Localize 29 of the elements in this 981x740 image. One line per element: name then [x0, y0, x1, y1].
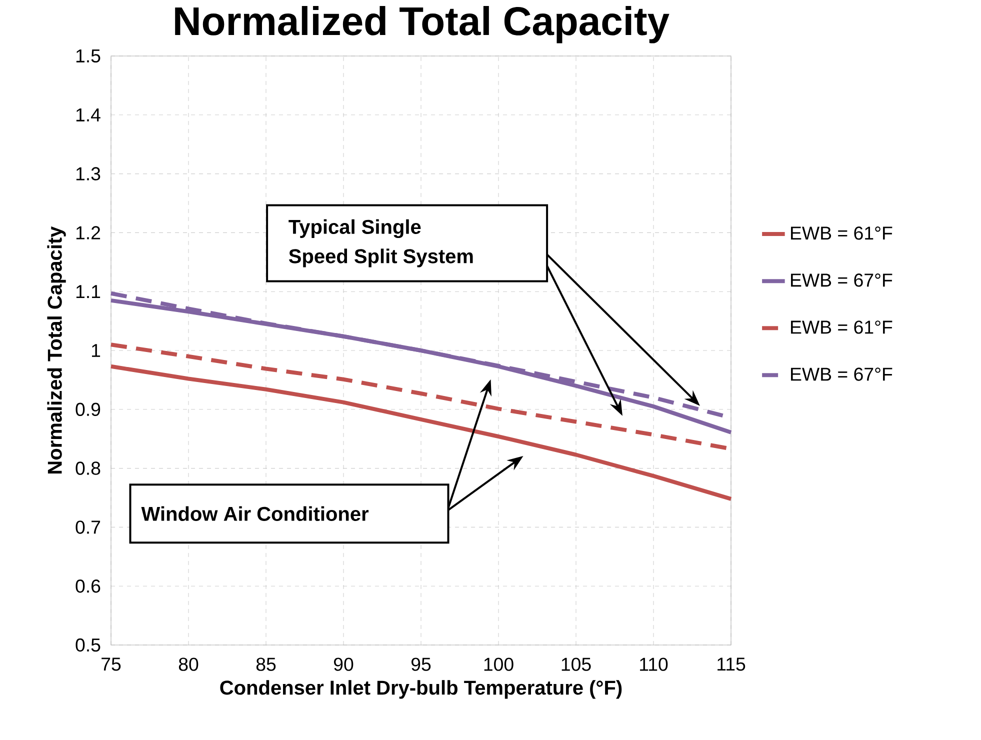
- y-tick-label: 1.3: [76, 167, 100, 180]
- x-tick-label: 80: [178, 658, 198, 671]
- x-axis-title: Condenser Inlet Dry-bulb Temperature (°F): [220, 680, 622, 699]
- y-tick-label: 1.5: [76, 49, 100, 63]
- y-tick-label: 1: [92, 344, 100, 357]
- y-tick-label: 0.6: [76, 579, 100, 593]
- y-tick-label: 0.8: [76, 462, 100, 475]
- x-tick-label: 100: [484, 658, 514, 671]
- y-axis-title: Normalized Total Capacity: [47, 226, 66, 474]
- legend-label: EWB = 61°F: [791, 320, 892, 334]
- chart-title: Normalized Total Capacity: [175, 6, 670, 44]
- y-tick-label: 0.7: [76, 520, 100, 534]
- y-tick-label: 0.9: [76, 402, 100, 416]
- x-tick-label: 110: [640, 658, 668, 671]
- x-tick-label: 105: [562, 658, 591, 671]
- y-tick-label: 1.2: [76, 226, 100, 240]
- y-tick-label: 1.1: [76, 285, 100, 298]
- legend-label: EWB = 67°F: [791, 368, 892, 381]
- annotation: Typical Single Speed Split System: [288, 219, 473, 268]
- annotation: Window Air Conditioner: [141, 506, 369, 521]
- y-tick-label: 0.5: [76, 638, 100, 652]
- legend-label: EWB = 61°F: [791, 226, 892, 240]
- x-tick-label: 85: [256, 658, 276, 671]
- legend-label: EWB = 67°F: [791, 274, 892, 287]
- x-tick-label: 75: [102, 658, 121, 671]
- x-tick-label: 90: [334, 658, 354, 671]
- x-tick-label: 115: [718, 658, 746, 671]
- y-tick-label: 1.4: [76, 108, 100, 122]
- x-tick-label: 95: [412, 658, 431, 671]
